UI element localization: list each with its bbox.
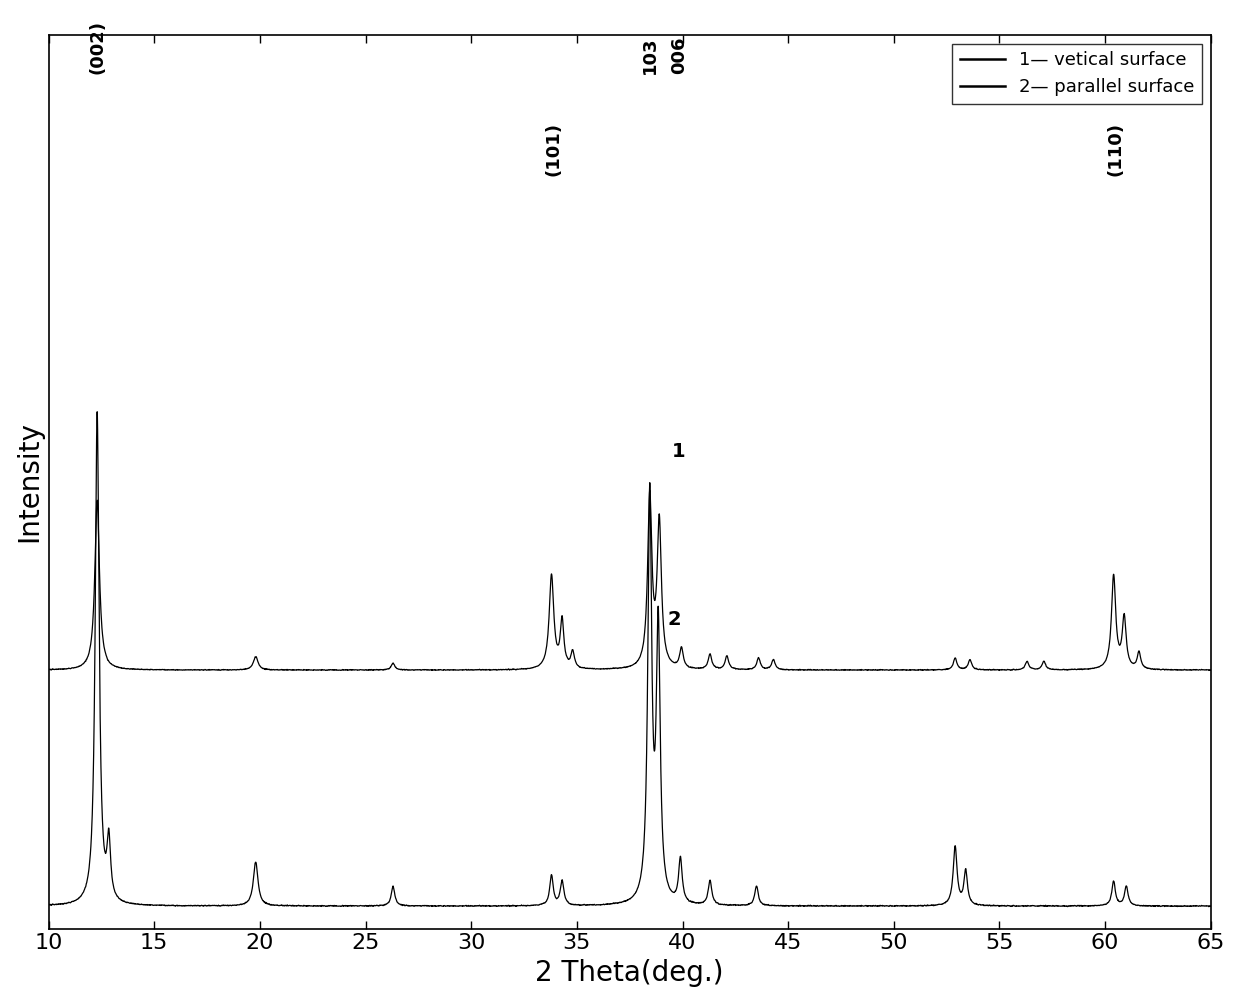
Text: 006: 006 bbox=[671, 37, 688, 74]
X-axis label: 2 Theta(deg.): 2 Theta(deg.) bbox=[536, 959, 724, 987]
Text: (101): (101) bbox=[544, 121, 563, 175]
Legend: 1— vetical surface, 2— parallel surface: 1— vetical surface, 2— parallel surface bbox=[952, 44, 1202, 103]
Y-axis label: Intensity: Intensity bbox=[15, 422, 43, 542]
Text: 1: 1 bbox=[672, 442, 686, 461]
Text: 103: 103 bbox=[641, 37, 658, 74]
Text: 2: 2 bbox=[667, 610, 681, 629]
Text: (002): (002) bbox=[88, 20, 107, 74]
Text: (110): (110) bbox=[1107, 121, 1125, 175]
